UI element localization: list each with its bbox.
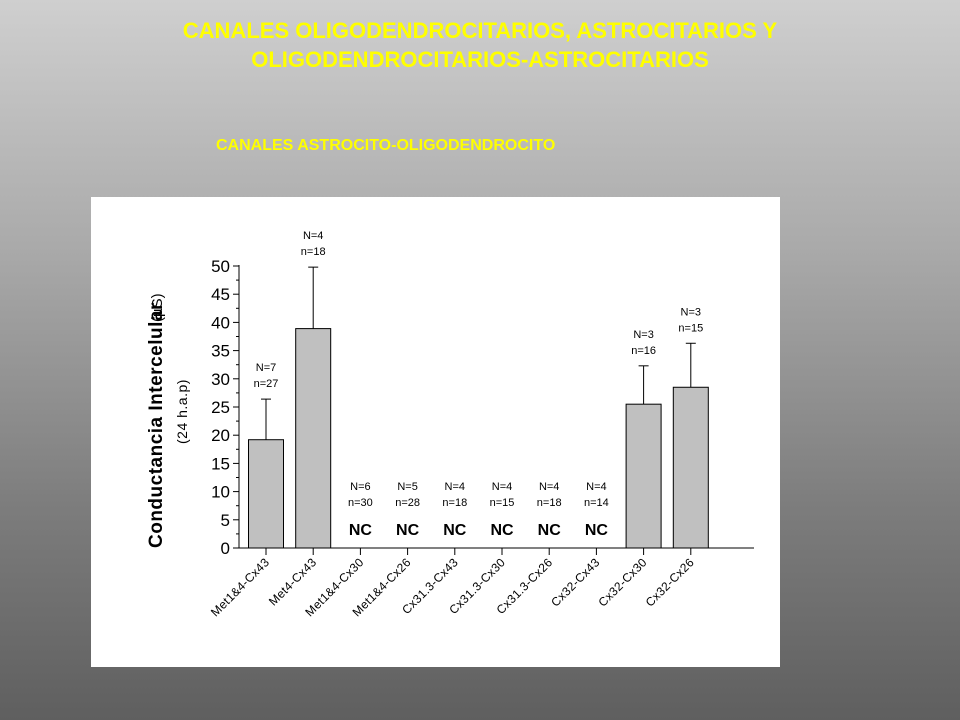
sample-size-n-label: n=18 xyxy=(442,497,467,509)
sample-size-N-label: N=6 xyxy=(350,481,371,493)
y-axis-sublabel: (24 h.a.p) xyxy=(174,379,190,444)
sample-size-n-label: n=15 xyxy=(678,322,703,334)
x-tick-label: Met1&4-Cx43 xyxy=(208,555,272,619)
bar xyxy=(625,403,662,549)
slide-title-line-2: OLIGODENDROCITARIOS-ASTROCITARIOS xyxy=(251,47,709,72)
sample-size-n-label: n=18 xyxy=(301,246,326,258)
sample-size-n-label: n=27 xyxy=(254,378,279,390)
y-tick-label: 35 xyxy=(211,342,230,361)
x-tick-label: Cx32-Cx26 xyxy=(643,555,697,609)
y-axis-title: Conductancia Intercelular (µS) xyxy=(146,293,167,548)
y-tick-label: 0 xyxy=(221,539,230,558)
x-tick-label: Cx32-Cx43 xyxy=(548,555,602,609)
y-tick-label: 15 xyxy=(211,454,230,473)
sample-size-N-label: N=4 xyxy=(586,481,607,493)
y-tick-label: 5 xyxy=(221,511,230,530)
sample-size-n-label: n=16 xyxy=(631,345,656,357)
slide-subtitle: CANALES ASTROCITO-OLIGODENDROCITO xyxy=(216,137,556,154)
slide-title-line-1: CANALES OLIGODENDROCITARIOS, ASTROCITARI… xyxy=(182,18,778,43)
x-tick-label: Cx32-Cx30 xyxy=(595,555,649,609)
sample-size-N-label: N=4 xyxy=(492,481,513,493)
bar xyxy=(672,386,709,549)
sample-size-N-label: N=4 xyxy=(303,230,324,242)
sample-size-N-label: N=7 xyxy=(256,362,277,374)
y-tick-label: 50 xyxy=(211,257,230,276)
nc-label: NC xyxy=(349,522,373,539)
y-tick-label: 25 xyxy=(211,398,230,417)
nc-label: NC xyxy=(538,522,562,539)
bar xyxy=(295,328,332,549)
sample-size-n-label: n=28 xyxy=(395,497,420,509)
y-tick-label: 10 xyxy=(211,483,230,502)
nc-label: NC xyxy=(585,522,609,539)
y-tick-label: 20 xyxy=(211,426,230,445)
y-tick-label: 30 xyxy=(211,370,230,389)
sample-size-n-label: n=15 xyxy=(490,497,515,509)
bar xyxy=(248,439,284,549)
y-axis-label: Conductancia Intercelular xyxy=(146,302,167,548)
sample-size-N-label: N=4 xyxy=(445,481,466,493)
y-tick-label: 40 xyxy=(211,313,230,332)
sample-size-n-label: n=30 xyxy=(348,497,373,509)
nc-label: NC xyxy=(490,522,514,539)
nc-label: NC xyxy=(443,522,467,539)
slide-title: CANALES OLIGODENDROCITARIOS, ASTROCITARI… xyxy=(0,16,960,74)
bar-annotations: N=7 n=27 N=4 n=18 NC N=6 n=30 NC N=5 n=28 NC N=4 n=1… xyxy=(254,230,704,539)
sample-size-n-label: n=18 xyxy=(537,497,562,509)
sample-size-N-label: N=3 xyxy=(633,329,654,341)
sample-size-N-label: N=5 xyxy=(397,481,418,493)
x-axis: Met1&4-Cx43Met4-Cx43Met1&4-Cx30Met1&4-Cx… xyxy=(208,548,697,619)
bars xyxy=(248,266,709,549)
y-tick-label: 45 xyxy=(211,285,230,304)
y-axis: 0 5 10 15 20 25 30 35 40 45 50 xyxy=(211,257,754,558)
sample-size-N-label: N=4 xyxy=(539,481,560,493)
chart-panel: 0 5 10 15 20 25 30 35 40 45 50 N=7 n=27 N=4 n=18 NC N=6… xyxy=(91,197,780,667)
y-axis-unit: (µS) xyxy=(149,293,166,322)
sample-size-n-label: n=14 xyxy=(584,497,609,509)
sample-size-N-label: N=3 xyxy=(681,306,702,318)
bar-chart: 0 5 10 15 20 25 30 35 40 45 50 N=7 n=27 N=4 n=18 NC N=6… xyxy=(146,230,754,619)
nc-label: NC xyxy=(396,522,420,539)
